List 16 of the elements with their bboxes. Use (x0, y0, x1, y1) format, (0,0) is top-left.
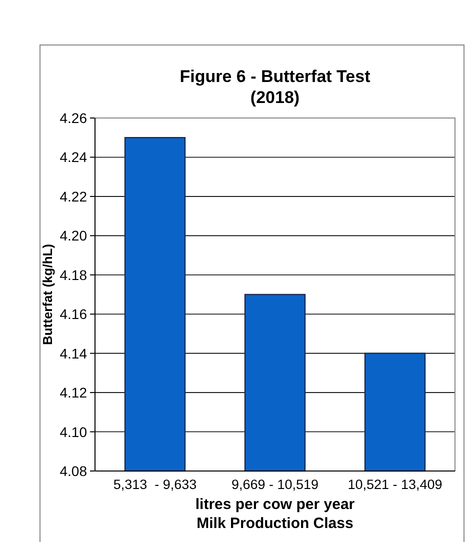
x-tick-label: 5,313 - 9,633 (113, 477, 197, 492)
y-tick-label: 4.22 (60, 188, 88, 204)
y-tick-label: 4.26 (60, 110, 88, 126)
y-axis-title: Butterfat (kg/hL) (40, 244, 55, 346)
x-tick-label: 9,669 - 10,519 (231, 477, 319, 492)
y-tick-label: 4.14 (60, 345, 88, 362)
y-tick-label: 4.10 (60, 424, 88, 440)
x-tick-label: 10,521 - 13,409 (348, 477, 442, 492)
y-tick-label: 4.18 (60, 266, 88, 283)
y-tick-label: 4.16 (60, 306, 88, 322)
y-tick-label: 4.20 (60, 228, 88, 244)
chart-title: Figure 6 - Butterfat Test (2018) (180, 67, 371, 107)
y-tick-label: 4.12 (60, 384, 88, 401)
y-tick-label: 4.08 (60, 463, 88, 479)
y-tick-label: 4.24 (60, 149, 88, 166)
x-axis-title: litres per cow per year Milk Production Class (195, 496, 355, 532)
